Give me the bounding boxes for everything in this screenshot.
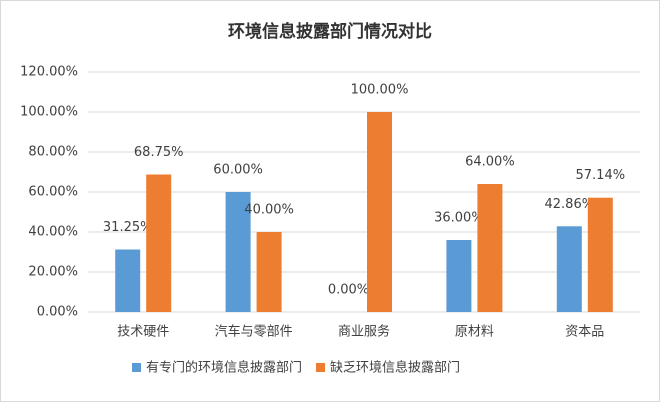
x-tick-label: 商业服务: [338, 324, 390, 340]
bar: [587, 197, 613, 312]
x-tick-label: 原材料: [455, 325, 494, 340]
bar: [146, 174, 172, 312]
value-label: 60.00%: [213, 163, 263, 178]
chart-title: 环境信息披露部门情况对比: [228, 21, 432, 42]
y-tick-label: 100.00%: [20, 105, 78, 120]
value-label: 64.00%: [465, 155, 515, 170]
y-tick-label: 20.00%: [28, 265, 78, 280]
y-tick-label: 120.00%: [20, 65, 78, 80]
legend-swatch: [132, 363, 141, 372]
bar: [225, 192, 251, 312]
bar: [556, 226, 582, 312]
bar: [115, 249, 141, 312]
value-label: 42.86%: [545, 197, 595, 212]
y-tick-label: 40.00%: [28, 225, 78, 240]
value-label: 100.00%: [351, 83, 409, 98]
y-tick-label: 0.00%: [37, 305, 78, 320]
value-label: 57.14%: [576, 168, 626, 183]
bar: [367, 112, 392, 312]
y-tick-label: 80.00%: [28, 145, 78, 160]
legend-swatch: [316, 363, 326, 372]
x-tick-label: 汽车与零部件: [215, 324, 293, 340]
bar: [256, 232, 282, 312]
x-tick-label: 资本品: [565, 325, 604, 340]
value-label: 31.25%: [103, 220, 153, 235]
value-label: 36.00%: [434, 211, 484, 226]
legend-label: 缺乏环境信息披露部门: [330, 360, 460, 376]
bar: [477, 184, 503, 312]
value-label: 0.00%: [328, 283, 369, 298]
y-tick-label: 60.00%: [28, 185, 78, 200]
legend-label: 有专门的环境信息披露部门: [146, 360, 302, 376]
bar: [446, 240, 472, 312]
value-label: 40.00%: [244, 203, 294, 218]
value-label: 68.75%: [134, 145, 184, 160]
x-tick-label: 技术硬件: [117, 325, 169, 340]
